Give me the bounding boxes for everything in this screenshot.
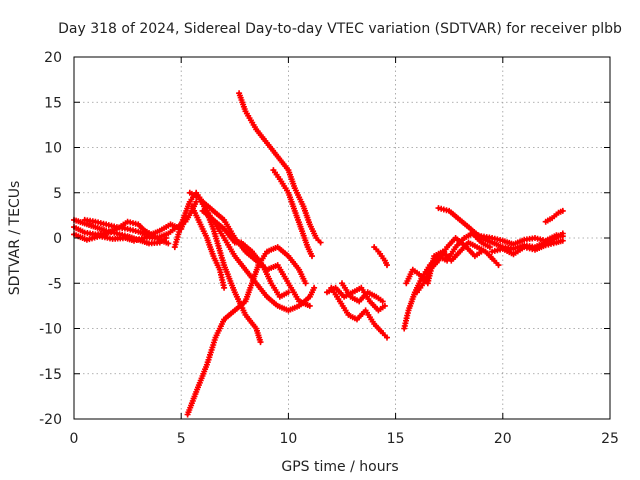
series-markers <box>339 280 386 305</box>
series-trace-descending-4 <box>199 207 292 300</box>
x-tick-label: 5 <box>177 431 186 447</box>
x-tick-label: 0 <box>70 431 79 447</box>
series-markers <box>236 90 324 246</box>
y-axis-label: SDTVAR / TECUs <box>7 181 23 296</box>
series-trace-descending-5 <box>188 203 228 291</box>
series-trace-recovery-3 <box>414 235 485 296</box>
x-axis-label: GPS time / hours <box>281 459 398 475</box>
y-tick-label: -20 <box>39 412 62 428</box>
tick-layer: 0 5 10 15 20 25 -20 -15 -10 -5 0 5 10 15 20 <box>39 50 619 447</box>
series-trace-midday-1 <box>324 284 388 314</box>
series-markers <box>489 237 566 258</box>
series-trace-high-descent <box>236 90 324 246</box>
x-tick-label: 25 <box>601 431 619 447</box>
y-tick-label: 20 <box>44 50 62 66</box>
chart-title: Day 318 of 2024, Sidereal Day-to-day VTE… <box>58 21 622 37</box>
series-markers <box>328 284 390 341</box>
series-markers <box>467 230 566 248</box>
series-trace-late-3 <box>489 237 566 258</box>
y-tick-label: 0 <box>53 231 62 247</box>
series-trace-high-descent-2 <box>270 167 315 260</box>
y-tick-label: -15 <box>39 367 62 383</box>
series-layer <box>71 90 566 418</box>
series-trace-midday-3 <box>339 280 386 305</box>
series-markers <box>188 203 228 291</box>
series-trace-midday-2 <box>328 284 390 341</box>
y-tick-label: 10 <box>44 141 62 157</box>
series-markers <box>199 207 292 300</box>
series-trace-descending-3 <box>199 198 313 309</box>
series-markers <box>371 244 390 269</box>
y-tick-label: 15 <box>44 95 62 111</box>
y-tick-label: -10 <box>39 322 62 338</box>
x-tick-label: 20 <box>494 431 512 447</box>
series-markers <box>184 244 309 418</box>
x-tick-label: 10 <box>279 431 297 447</box>
y-tick-label: 5 <box>53 186 62 202</box>
series-trace-late-2 <box>467 230 566 248</box>
x-tick-label: 15 <box>387 431 405 447</box>
series-trace-late-4 <box>542 207 566 225</box>
series-markers <box>270 167 315 260</box>
series-trace-short <box>371 244 390 269</box>
series-markers <box>414 235 485 296</box>
series-markers <box>542 207 566 225</box>
series-trace-rising-deep <box>184 244 309 418</box>
y-tick-label: -5 <box>48 276 62 292</box>
